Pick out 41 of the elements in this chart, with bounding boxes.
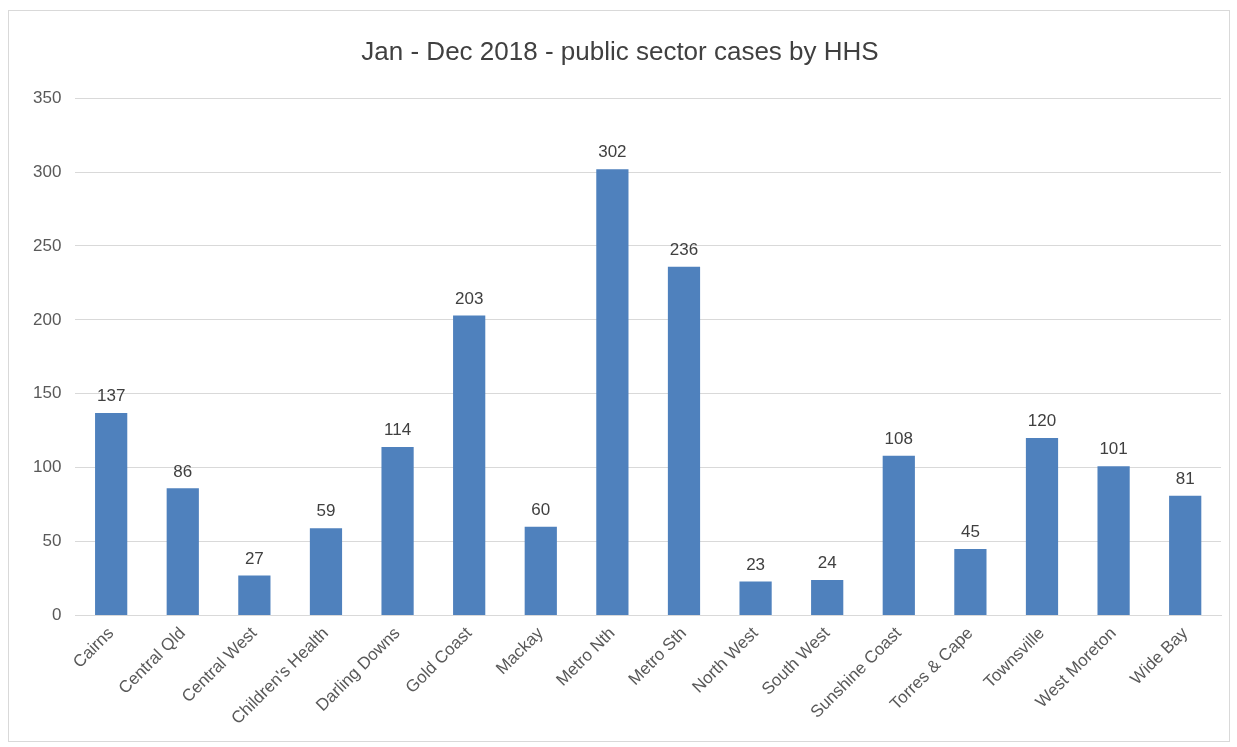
bar <box>453 315 486 615</box>
bar <box>811 579 844 615</box>
chart-title: Jan - Dec 2018 - public sector cases by HHS <box>361 35 879 66</box>
data-label: 86 <box>173 461 193 481</box>
bar <box>381 446 414 615</box>
y-tick-label: 100 <box>32 457 62 477</box>
data-label: 302 <box>598 142 627 162</box>
y-tick-label: 150 <box>32 383 62 403</box>
bar <box>1097 466 1130 615</box>
bar <box>954 548 987 615</box>
data-label: 27 <box>244 548 264 568</box>
data-label: 203 <box>454 288 484 308</box>
bar <box>238 575 271 615</box>
y-tick-label: 200 <box>32 309 62 329</box>
data-label: 120 <box>1027 411 1057 431</box>
y-tick-label: 250 <box>32 235 62 255</box>
y-tick-label: 0 <box>51 605 62 625</box>
bar <box>95 412 128 615</box>
bar <box>667 266 701 615</box>
data-label: 137 <box>96 386 126 406</box>
y-tick-label: 300 <box>32 161 62 181</box>
data-label: 45 <box>960 522 980 542</box>
data-label: 24 <box>817 553 837 573</box>
bar <box>309 528 343 615</box>
data-label: 23 <box>746 554 766 574</box>
bar <box>739 581 772 615</box>
y-tick-label: 50 <box>42 531 62 551</box>
bar <box>1169 495 1202 615</box>
data-label: 81 <box>1175 468 1195 488</box>
bar <box>166 488 199 615</box>
bar <box>596 169 629 615</box>
data-label: 60 <box>531 499 551 519</box>
data-label: 114 <box>384 420 412 440</box>
data-label: 236 <box>669 239 699 259</box>
y-tick-label: 350 <box>32 87 62 107</box>
bar <box>524 526 557 615</box>
data-label: 101 <box>1099 439 1128 459</box>
bar <box>882 455 915 615</box>
data-label: 108 <box>884 429 913 448</box>
data-label: 59 <box>316 501 336 521</box>
bar <box>1025 438 1059 615</box>
